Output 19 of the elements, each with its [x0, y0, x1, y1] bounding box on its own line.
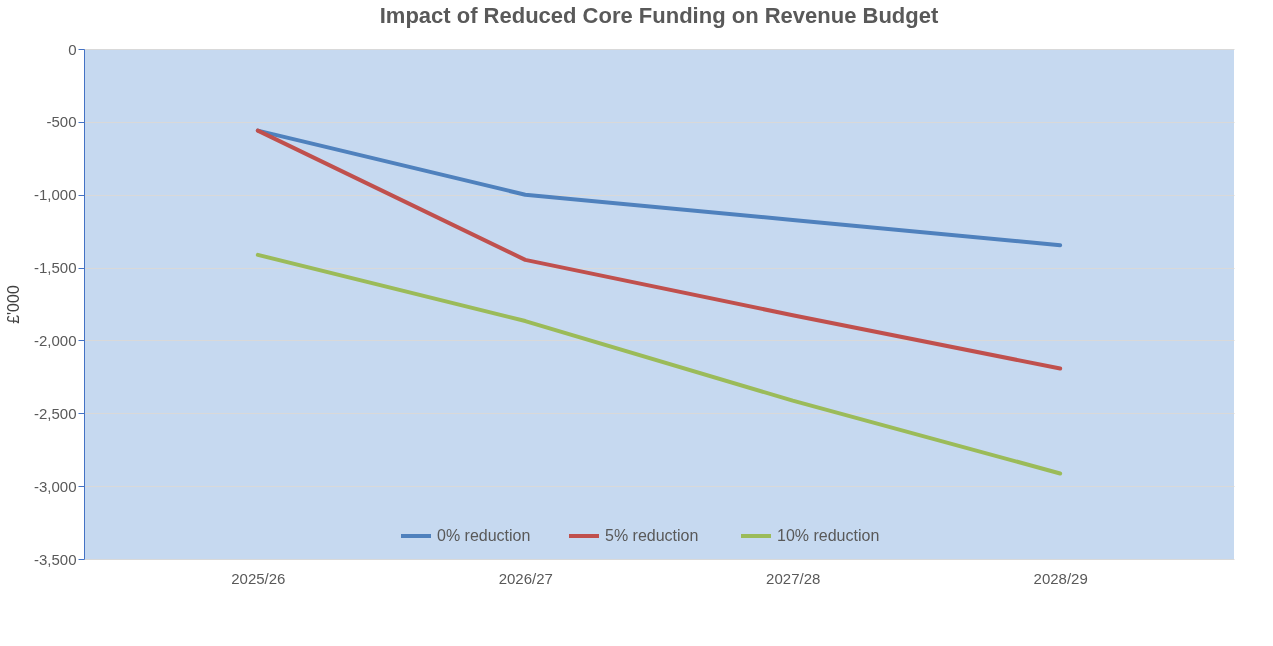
line-series: [255, 128, 1063, 371]
x-tick-label: 2027/28: [766, 569, 821, 587]
line-series: [255, 252, 1063, 476]
legend-label: 0% reduction: [437, 527, 531, 544]
chart-title: Impact of Reduced Core Funding on Revenue Budget: [379, 3, 939, 28]
y-tick-label: -1,500: [33, 259, 77, 277]
y-tick-label: -2,000: [33, 331, 77, 349]
legend-label: 5% reduction: [605, 527, 699, 544]
y-tick-label: -3,000: [33, 477, 77, 495]
x-tick-label: 2026/27: [498, 569, 553, 587]
x-tick-label: 2025/26: [231, 569, 286, 587]
legend-label: 10% reduction: [777, 527, 880, 544]
x-tick-label: 2028/29: [1033, 569, 1088, 587]
y-tick-label: -2,500: [33, 404, 77, 422]
y-axis-title: £'000: [4, 285, 22, 324]
y-tick-label: -1,000: [33, 186, 77, 204]
y-tick-label: 0: [68, 40, 77, 58]
y-tick-label: -500: [46, 113, 77, 131]
y-tick-label: -3,500: [33, 550, 77, 568]
